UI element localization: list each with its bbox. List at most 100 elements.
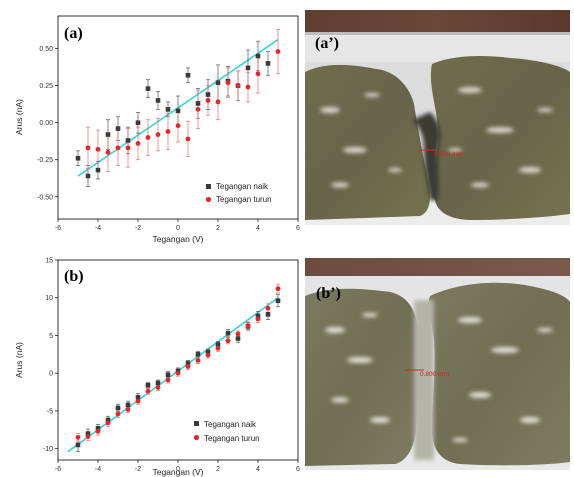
panel-label-a: (a)	[64, 25, 83, 42]
chart-a-legend: Tegangan naik Tegangan turun	[205, 182, 272, 204]
chartA-point-turun	[105, 149, 111, 155]
chartB-point-naik	[95, 426, 101, 431]
chartB-point-naik	[145, 382, 151, 388]
chartB-point-turun	[125, 407, 131, 412]
chart-b-fit-layer	[67, 297, 279, 453]
chartA-point-naik	[175, 108, 181, 114]
chartA-point-naik	[75, 155, 81, 161]
chartB-y-tick-label: 0	[49, 371, 53, 378]
chartA-point-turun	[185, 136, 191, 142]
chartB-point-naik	[85, 431, 91, 436]
chartA-x-tick-label: 2	[216, 225, 220, 232]
photo-a-cut-gap	[412, 112, 441, 200]
chartB-point-naik	[165, 372, 171, 378]
chartB-x-tick-label: 6	[296, 466, 300, 473]
chart-b-y-axis-label: Arus (nA)	[14, 342, 24, 378]
chartB-point-turun	[195, 357, 201, 363]
chartA-y-tick-label: 0.00	[39, 120, 53, 127]
photo-a-wood-background	[305, 10, 570, 32]
chart-a-legend-naik: Tegangan naik	[216, 182, 269, 191]
photo-a-scale-text: 0.700 mm	[434, 151, 463, 158]
chartB-point-turun	[225, 338, 231, 344]
chartB-point-turun	[75, 434, 81, 440]
chartB-x-tick-label: 4	[256, 466, 260, 473]
chartA-point-turun	[245, 84, 251, 90]
chartA-point-naik	[145, 86, 151, 91]
chart-b: -6 -4 -2 0 2 4 6 -10 -5 0 5 10 15 Tegangan (V) Arus …	[14, 258, 300, 477]
chartB-point-turun	[85, 434, 91, 440]
chartA-point-naik	[195, 101, 201, 106]
chartB-point-turun	[135, 398, 141, 404]
photo-a-reflections	[320, 87, 553, 188]
chartA-point-turun	[255, 71, 261, 77]
chartB-x-tick-label: 0	[176, 466, 180, 473]
chartB-point-turun	[105, 420, 111, 426]
chart-b-legend-marker-turun	[193, 434, 200, 441]
chartA-point-naik	[165, 107, 171, 112]
chartB-point-turun	[115, 411, 121, 417]
chartA-point-turun	[145, 135, 151, 140]
chartA-point-turun	[135, 141, 141, 146]
chartA-point-naik	[265, 61, 271, 66]
chartB-point-turun	[265, 305, 271, 311]
chart-a-legend-marker-turun	[205, 196, 212, 203]
chartB-point-turun	[255, 316, 261, 322]
chartB-point-naik	[185, 361, 191, 366]
chartA-point-naik	[135, 120, 141, 125]
chart-a: -6 -4 -2 0 2 4 6 -0.50 -0.25 0.00 0.25 0.50 Teganga…	[14, 15, 300, 244]
chart-b-legend-turun: Tegangan turun	[204, 434, 260, 443]
chart-b-legend-marker-naik	[194, 421, 199, 426]
chartA-point-turun	[275, 49, 281, 54]
chartA-x-tick-label: 6	[296, 225, 300, 232]
chartA-point-turun	[85, 145, 91, 151]
chartA-point-naik	[85, 173, 91, 179]
chartB-point-naik	[75, 442, 81, 448]
chartA-point-turun	[165, 129, 171, 134]
chartA-point-turun	[195, 106, 201, 112]
chartB-point-turun	[165, 377, 171, 383]
chartB-point-naik	[225, 330, 231, 336]
photo-a-metal-clamp	[305, 32, 570, 62]
chartB-x-tick-label: -6	[55, 466, 61, 473]
chart-a-points-layer	[75, 49, 281, 179]
panel-label-b: (b)	[64, 268, 84, 285]
chartB-y-tick-label: -5	[47, 408, 53, 415]
chartA-y-tick-label: -0.50	[37, 194, 53, 201]
panel-label-b-prime: (b’)	[316, 285, 341, 302]
chartB-y-tick-label: 15	[45, 258, 53, 265]
chartB-point-naik	[155, 380, 161, 386]
chart-a-axes: -6 -4 -2 0 2 4 6 -0.50 -0.25 0.00 0.25 0.50	[37, 46, 300, 232]
chart-b-points-layer	[75, 286, 281, 448]
chart-a-x-axis-label: Tegangan (V)	[152, 234, 203, 244]
chartA-x-tick-label: 4	[256, 225, 260, 232]
chartA-point-naik	[105, 132, 111, 137]
chartA-point-turun	[235, 83, 241, 89]
chartB-point-turun	[155, 385, 161, 390]
chart-b-x-axis-label: Tegangan (V)	[152, 467, 203, 477]
chartB-point-naik	[195, 352, 201, 357]
chart-a-y-axis-label: Arus (nA)	[14, 99, 24, 135]
chartB-point-naik	[275, 298, 281, 304]
chartA-point-naik	[215, 80, 221, 85]
panel-label-a-prime: (a’)	[315, 35, 339, 52]
photo-a-gel-left	[305, 64, 430, 220]
chartB-point-naik	[115, 405, 121, 411]
chartA-x-tick-label: -6	[55, 225, 61, 232]
chartB-point-naik	[135, 395, 141, 400]
chartA-point-turun	[155, 132, 161, 137]
chart-a-legend-turun: Tegangan turun	[216, 195, 272, 204]
chartB-y-tick-label: -10	[43, 446, 53, 453]
chartB-point-naik	[105, 417, 111, 423]
photo-a-gel-right	[430, 56, 570, 220]
chartB-point-turun	[175, 370, 181, 376]
chart-b-axes: -6 -4 -2 0 2 4 6 -10 -5 0 5 10 15	[43, 258, 300, 474]
chartB-point-turun	[275, 286, 281, 292]
chartB-point-turun	[235, 331, 241, 337]
chartB-point-naik	[125, 402, 131, 408]
chartB-point-turun	[215, 345, 221, 351]
photo-b-gel-left	[305, 288, 419, 466]
chartA-x-tick-label: 0	[176, 225, 180, 232]
photo-b-wood-background	[305, 258, 570, 276]
chartA-x-tick-label: -4	[95, 225, 101, 232]
chartA-y-tick-label: -0.25	[37, 157, 53, 164]
